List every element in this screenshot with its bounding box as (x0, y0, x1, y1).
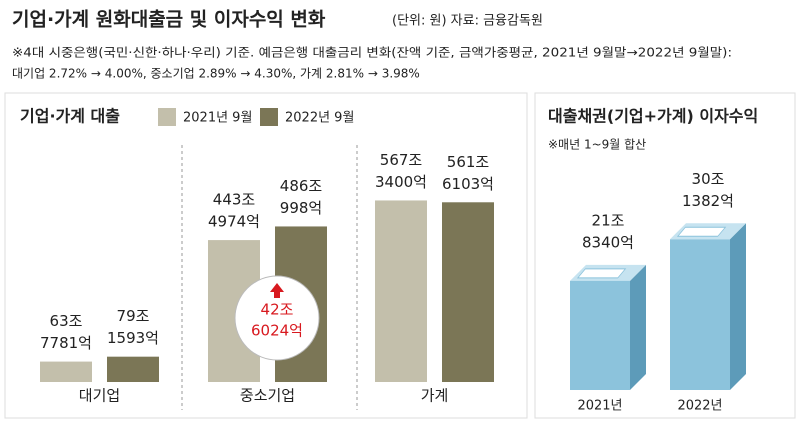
annotation-arrow (270, 283, 284, 298)
annotation-circle (234, 275, 320, 361)
value-label: 3400억 (375, 173, 427, 191)
value-label: 79조 (117, 307, 150, 325)
x-tick-label: 2021년 (577, 399, 622, 414)
source: (단위: 원) 자료: 금융감독원 (392, 14, 543, 29)
value-label: 63조 (50, 312, 83, 330)
value-label: 7781억 (40, 334, 92, 352)
bar (442, 202, 494, 382)
chart-title: 기업·가계 대출 (20, 107, 120, 126)
bar (375, 200, 427, 382)
note: ※4대 시중은행(국민·신한·하나·우리) 기준. 예금은행 대출금리 변화(잔… (12, 45, 732, 60)
x-tick-label: 대기업 (79, 387, 120, 405)
title: 기업·가계 원화대출금 및 이자수익 변화 (12, 9, 326, 31)
bar (670, 239, 730, 390)
value-label: 30조 (692, 170, 725, 188)
value-label: 567조 (380, 151, 423, 169)
value-label: 6103억 (442, 175, 494, 193)
value-label: 443조 (213, 191, 256, 209)
bill-icon (676, 226, 727, 237)
value-label: 21조 (592, 211, 625, 229)
x-tick-label: 2022년 (677, 399, 722, 414)
annotation: 42조 (261, 301, 294, 319)
legend-label: 2022년 9월 (285, 111, 354, 126)
value-label: 1593억 (107, 329, 159, 347)
annotation: 6024억 (251, 322, 303, 340)
bar-side (730, 223, 746, 390)
bar (40, 361, 92, 382)
x-tick-label: 가계 (421, 387, 449, 405)
note: 대기업 2.72% → 4.00%, 중소기업 2.89% → 4.30%, 가… (12, 67, 420, 81)
legend-swatch (158, 108, 176, 126)
bar (107, 356, 159, 382)
value-label: 4974억 (208, 213, 260, 231)
legend-swatch (260, 108, 278, 126)
value-label: 486조 (280, 177, 323, 195)
x-tick-label: 중소기업 (240, 387, 295, 405)
value-label: 998억 (280, 199, 322, 217)
value-label: 1382억 (682, 192, 734, 210)
chart-title: 대출채권(기업+가계) 이자수익 (548, 107, 758, 126)
bar-side (630, 264, 646, 390)
subtitle: ※매년 1~9월 합산 (548, 138, 646, 152)
value-label: 561조 (447, 153, 490, 171)
value-label: 8340억 (582, 233, 634, 251)
bar (570, 280, 630, 390)
panel (534, 92, 796, 419)
legend-label: 2021년 9월 (183, 111, 252, 126)
bill-icon (576, 268, 627, 279)
panel (4, 92, 528, 419)
